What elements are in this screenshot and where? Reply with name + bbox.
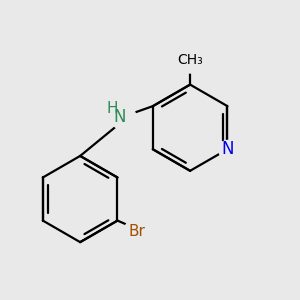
- Text: Br: Br: [128, 224, 145, 239]
- Text: N: N: [113, 108, 126, 126]
- Text: CH₃: CH₃: [177, 53, 203, 67]
- Text: N: N: [221, 140, 234, 158]
- Text: H: H: [106, 101, 118, 116]
